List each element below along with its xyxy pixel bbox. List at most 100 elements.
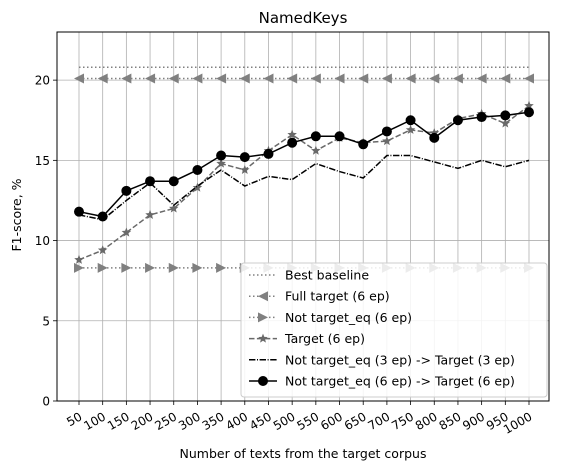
legend-entry: Not target_eq (3 ep) -> Target (3 ep) bbox=[249, 352, 515, 367]
data-point bbox=[97, 262, 108, 273]
data-point bbox=[74, 206, 84, 217]
data-point bbox=[192, 164, 203, 175]
data-point bbox=[287, 129, 297, 139]
legend-label: Full target (6 ep) bbox=[285, 289, 390, 304]
data-point bbox=[500, 73, 511, 84]
data-point bbox=[216, 150, 227, 161]
data-point bbox=[145, 262, 156, 273]
legend-label: Best baseline bbox=[285, 268, 369, 283]
data-point bbox=[311, 145, 321, 155]
data-point bbox=[216, 158, 226, 168]
data-point bbox=[216, 73, 227, 84]
data-point bbox=[145, 176, 156, 187]
data-point bbox=[239, 73, 250, 84]
series-6 bbox=[74, 107, 534, 222]
data-point bbox=[405, 73, 416, 84]
data-point bbox=[145, 209, 155, 219]
legend-entry: Not target_eq (6 ep) bbox=[249, 310, 412, 325]
data-point bbox=[452, 115, 463, 126]
series-line bbox=[78, 111, 530, 218]
chart-title: NamedKeys bbox=[259, 9, 348, 27]
data-point bbox=[121, 73, 132, 84]
legend-box bbox=[240, 262, 548, 398]
data-point bbox=[97, 73, 108, 84]
data-point bbox=[74, 73, 84, 84]
data-point bbox=[452, 73, 463, 84]
data-point bbox=[97, 211, 108, 222]
data-point bbox=[121, 185, 132, 196]
data-point bbox=[334, 131, 345, 142]
data-point bbox=[429, 132, 440, 143]
y-tick-label: 5 bbox=[42, 314, 50, 328]
data-point bbox=[121, 227, 132, 237]
data-point bbox=[97, 245, 108, 255]
y-tick-label: 15 bbox=[35, 154, 50, 168]
legend-label: Not target_eq (3 ep) -> Target (3 ep) bbox=[285, 352, 515, 367]
data-point bbox=[192, 262, 203, 273]
data-point bbox=[358, 73, 369, 84]
data-point bbox=[263, 73, 274, 84]
data-point bbox=[500, 118, 511, 128]
x-tick-label: 50 bbox=[64, 409, 84, 429]
data-point bbox=[74, 262, 84, 273]
data-point bbox=[524, 73, 534, 84]
y-tick-label: 0 bbox=[42, 395, 50, 409]
series-5 bbox=[78, 154, 530, 221]
y-axis-label: F1-score, % bbox=[9, 178, 24, 251]
legend-marker bbox=[258, 312, 268, 323]
data-point bbox=[240, 164, 250, 175]
data-point bbox=[405, 124, 416, 134]
data-point bbox=[405, 115, 416, 126]
series-2 bbox=[74, 73, 534, 84]
legend-marker bbox=[258, 333, 268, 343]
y-axis: 0 5 10 15 20 bbox=[35, 74, 57, 409]
legend-label: Not target_eq (6 ep) -> Target (6 ep) bbox=[285, 374, 515, 389]
data-point bbox=[121, 262, 132, 273]
data-point bbox=[145, 73, 156, 84]
data-point bbox=[216, 262, 227, 273]
data-point bbox=[287, 73, 298, 84]
data-point bbox=[358, 139, 369, 150]
series-layer bbox=[74, 66, 534, 273]
data-point bbox=[476, 73, 487, 84]
x-axis-label: Number of texts from the target corpus bbox=[180, 446, 427, 461]
legend-entry: Not target_eq (6 ep) -> Target (6 ep) bbox=[249, 374, 515, 389]
data-point bbox=[524, 107, 534, 118]
data-point bbox=[287, 137, 298, 148]
series-4 bbox=[74, 100, 534, 264]
data-point bbox=[334, 73, 345, 84]
data-point bbox=[310, 131, 321, 142]
data-point bbox=[168, 73, 179, 84]
data-point bbox=[381, 126, 392, 137]
plot-frame bbox=[56, 31, 550, 402]
legend-entry: Best baseline bbox=[249, 268, 369, 283]
data-point bbox=[381, 73, 392, 84]
legend-entry: Full target (6 ep) bbox=[249, 289, 390, 304]
data-point bbox=[74, 254, 84, 264]
data-point bbox=[192, 182, 203, 192]
data-point bbox=[429, 73, 440, 84]
legend-label: Target (6 ep) bbox=[284, 331, 365, 346]
data-point bbox=[500, 110, 511, 121]
x-axis: 5010015020025030035040045050055060065070… bbox=[64, 401, 535, 437]
legend: Best baseline Full target (6 ep) Not targe… bbox=[240, 262, 548, 398]
data-point bbox=[168, 176, 179, 187]
legend-marker bbox=[258, 376, 268, 386]
data-point bbox=[429, 128, 440, 138]
legend-entry: Target (6 ep) bbox=[249, 331, 365, 346]
data-point bbox=[476, 112, 487, 123]
legend-label: Not target_eq (6 ep) bbox=[285, 310, 412, 325]
data-point bbox=[310, 73, 321, 84]
data-point bbox=[168, 262, 179, 273]
data-point bbox=[263, 148, 274, 159]
data-point bbox=[524, 100, 534, 110]
y-tick-label: 20 bbox=[35, 74, 50, 88]
y-tick-label: 10 bbox=[35, 234, 50, 248]
series-line bbox=[78, 154, 530, 221]
data-point bbox=[168, 203, 179, 213]
data-point bbox=[382, 136, 392, 146]
legend-marker bbox=[258, 291, 268, 302]
data-point bbox=[192, 73, 203, 84]
data-point bbox=[239, 152, 250, 163]
